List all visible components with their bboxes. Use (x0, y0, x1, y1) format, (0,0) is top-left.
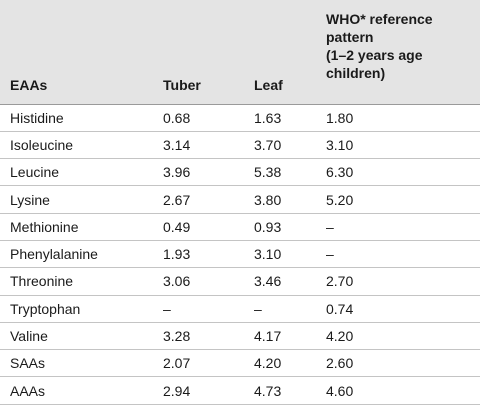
table-row: Histidine 0.68 1.63 1.80 (0, 104, 480, 132)
table-row: AAAs 2.94 4.73 4.60 (0, 376, 480, 405)
cell-who-reference: 0.74 (323, 295, 480, 323)
cell-tuber: 0.49 (152, 213, 243, 241)
cell-who-reference: 3.10 (323, 131, 480, 160)
cell-tuber: 3.96 (152, 158, 243, 187)
cell-leaf: 3.10 (243, 240, 323, 269)
cell-eaa: Threonine (0, 267, 152, 296)
header-eaas: EAAs (0, 0, 152, 105)
cell-eaa: Isoleucine (0, 131, 152, 160)
cell-who-reference: – (323, 240, 480, 269)
cell-leaf: – (243, 295, 323, 323)
cell-who-reference: 6.30 (323, 158, 480, 187)
cell-leaf: 3.46 (243, 267, 323, 296)
cell-leaf: 4.17 (243, 322, 323, 351)
cell-eaa: Tryptophan (0, 295, 152, 323)
cell-tuber: 0.68 (152, 104, 243, 132)
cell-eaa: Lysine (0, 185, 152, 214)
table-row: Phenylalanine 1.93 3.10– (0, 240, 480, 269)
cell-tuber: 2.94 (152, 376, 243, 405)
table-row: Isoleucine 3.14 3.70 3.10 (0, 131, 480, 160)
cell-leaf: 0.93 (243, 213, 323, 241)
table-body: Histidine 0.68 1.63 1.80 Isoleucine 3.14 3.70 3… (0, 104, 480, 405)
cell-eaa: AAAs (0, 376, 152, 405)
cell-who-reference: 2.60 (323, 349, 480, 378)
cell-leaf: 4.20 (243, 349, 323, 378)
cell-tuber: 2.67 (152, 185, 243, 214)
cell-leaf: 3.80 (243, 185, 323, 214)
cell-eaa: Valine (0, 322, 152, 351)
table-row: Tryptophan – –0.74 (0, 295, 480, 323)
cell-leaf: 1.63 (243, 104, 323, 132)
cell-tuber: 2.07 (152, 349, 243, 378)
cell-leaf: 4.73 (243, 376, 323, 405)
header-row: EAAs Tuber Leaf WHO* reference pattern (… (0, 0, 480, 105)
cell-tuber: 3.28 (152, 322, 243, 351)
cell-eaa: Leucine (0, 158, 152, 187)
cell-tuber: 1.93 (152, 240, 243, 269)
cell-leaf: 3.70 (243, 131, 323, 160)
cell-eaa: Methionine (0, 213, 152, 241)
header-who-reference: WHO* reference pattern (1–2 years age ch… (323, 0, 480, 105)
header-who-line-1: WHO* reference (326, 11, 433, 27)
header-leaf: Leaf (243, 0, 323, 105)
table-row: SAAs 2.07 4.20 2.60 (0, 349, 480, 378)
cell-who-reference: 5.20 (323, 185, 480, 214)
table-row: Threonine 3.06 3.46 2.70 (0, 267, 480, 296)
cell-leaf: 5.38 (243, 158, 323, 187)
table-header: EAAs Tuber Leaf WHO* reference pattern (… (0, 0, 480, 105)
cell-tuber: 3.06 (152, 267, 243, 296)
cell-who-reference: – (323, 213, 480, 241)
header-who-line-4: children) (326, 65, 386, 81)
cell-eaa: Histidine (0, 104, 152, 132)
cell-who-reference: 4.20 (323, 322, 480, 351)
cell-who-reference: 1.80 (323, 104, 480, 132)
cell-eaa: SAAs (0, 349, 152, 378)
table-row: Valine 3.28 4.17 4.20 (0, 322, 480, 351)
header-who-line-2: pattern (326, 29, 374, 45)
table-row: Leucine 3.96 5.38 6.30 (0, 158, 480, 187)
header-who-line-3: (1–2 years age (326, 47, 423, 63)
cell-eaa: Phenylalanine (0, 240, 152, 269)
header-tuber: Tuber (152, 0, 243, 105)
cell-tuber: 3.14 (152, 131, 243, 160)
cell-who-reference: 4.60 (323, 376, 480, 405)
table-row: Lysine 2.67 3.80 5.20 (0, 185, 480, 214)
cell-who-reference: 2.70 (323, 267, 480, 296)
table-row: Methionine 0.49 0.93– (0, 213, 480, 241)
cell-tuber: – (152, 295, 243, 323)
